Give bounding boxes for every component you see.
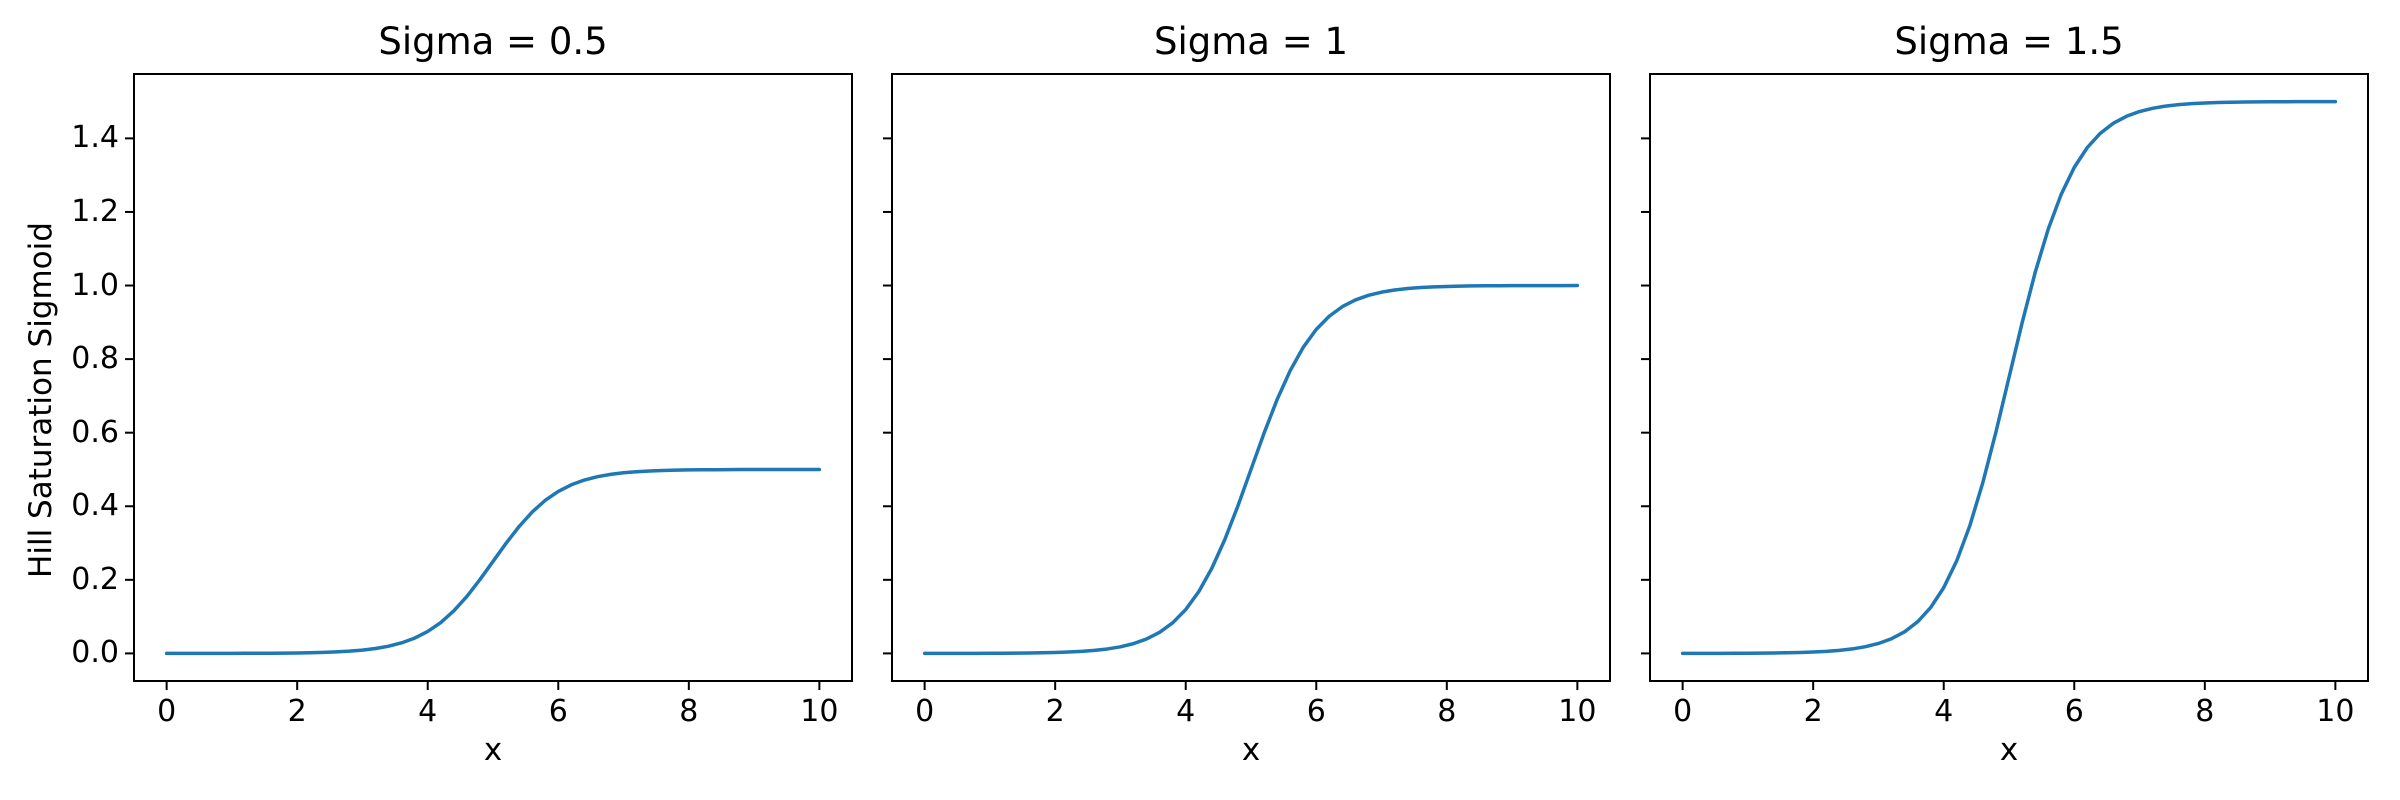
x-tick-label: 0	[157, 694, 177, 729]
x-tick-label: 6	[1306, 694, 1326, 729]
x-tick-label: 8	[2195, 694, 2215, 729]
y-tick-label: 0.0	[71, 635, 119, 671]
x-tick-label: 8	[679, 694, 699, 729]
x-tick-label: 6	[2064, 694, 2084, 729]
x-tick-label: 10	[1558, 694, 1597, 729]
plot-box	[133, 73, 853, 682]
x-tick-label: 10	[2316, 694, 2355, 729]
subplot-2-title: Sigma = 1	[1153, 20, 1349, 63]
subplot-3-title: Sigma = 1.5	[1894, 20, 2124, 63]
subplot-1-title: Sigma = 0.5	[378, 20, 608, 63]
y-tick-label: 0.4	[71, 488, 119, 524]
x-tick-label: 4	[1934, 694, 1954, 729]
x-tick-label: 4	[418, 694, 438, 729]
x-tick-label: 10	[800, 694, 839, 729]
y-tick-label: 0.6	[71, 414, 119, 450]
x-tick-label: 4	[1176, 694, 1196, 729]
x-axis-label-3: x	[1999, 732, 2019, 768]
curve-line	[164, 467, 822, 656]
curve-line	[922, 283, 1580, 656]
y-tick-label: 1.4	[71, 120, 119, 156]
x-tick-label: 6	[548, 694, 568, 729]
y-tick-label: 1.2	[71, 193, 119, 229]
x-axis-label-1: x	[483, 732, 503, 768]
x-tick-label: 0	[1673, 694, 1693, 729]
x-axis-label-2: x	[1241, 732, 1261, 768]
y-tick-label: 0.2	[71, 561, 119, 597]
x-tick-label: 2	[1045, 694, 1065, 729]
curve-line	[1680, 99, 2338, 656]
y-tick-label: 1.0	[71, 267, 119, 303]
plot-box	[891, 73, 1611, 682]
x-tick-label: 8	[1437, 694, 1457, 729]
x-tick-label: 2	[1803, 694, 1823, 729]
y-tick-label: 0.8	[71, 341, 119, 377]
x-tick-label: 2	[287, 694, 307, 729]
plot-box	[1649, 73, 2369, 682]
x-tick-label: 0	[915, 694, 935, 729]
